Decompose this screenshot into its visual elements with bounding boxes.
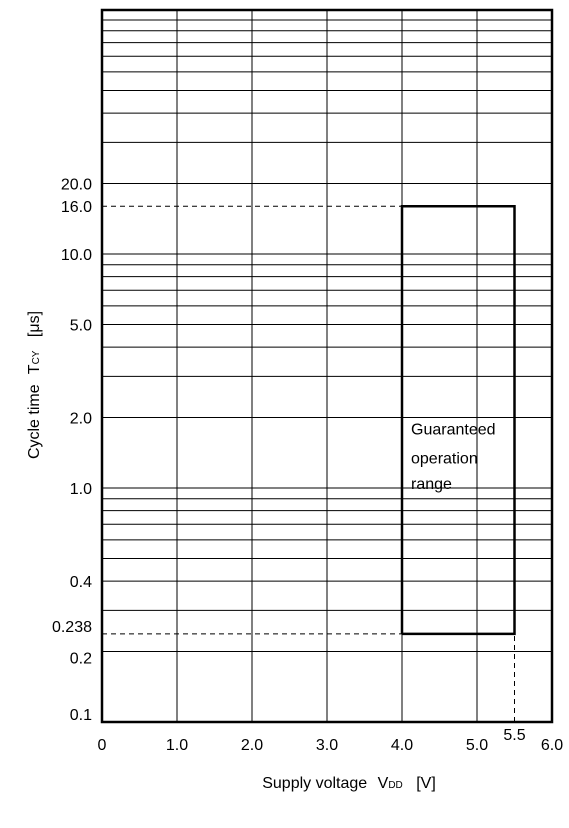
y-axis-label-name: Cycle time	[26, 384, 43, 459]
x-axis-label-unit: [V]	[416, 775, 436, 792]
x-tick-label: 5.5	[503, 727, 525, 744]
range-annotation: Guaranteed	[411, 421, 496, 438]
operation-range-rectangle	[400, 204, 516, 636]
y-tick-label: 2.0	[70, 411, 92, 428]
y-axis-label-unit: [μs]	[26, 311, 43, 337]
y-tick-label: 5.0	[70, 317, 92, 334]
x-tick-label: 3.0	[316, 737, 338, 754]
x-tick-label: 2.0	[241, 737, 263, 754]
x-axis-label-name: Supply voltage	[262, 775, 367, 792]
y-axis-label-symbol: T	[26, 364, 43, 374]
plot-frame	[100, 8, 554, 724]
y-axis-label-subscript: CY	[31, 350, 42, 364]
x-tick-label: 5.0	[466, 737, 488, 754]
y-tick-label: 0.2	[70, 651, 92, 668]
y-tick-label: 16.0	[61, 199, 92, 216]
y-tick-label: 0.1	[70, 707, 92, 724]
grid-layer	[102, 10, 552, 722]
y-tick-label: 0.238	[52, 619, 92, 636]
range-annotation: range	[411, 476, 452, 493]
plot-frame-layer	[100, 8, 554, 724]
x-axis-label: Supply voltage VDD [V]	[262, 775, 436, 792]
y-tick-label: 0.4	[70, 574, 92, 591]
y-axis-label: Cycle time TCY [μs]	[26, 311, 43, 459]
series-layer	[400, 204, 516, 636]
tick-labels: 0 1.0 2.0 3.0 4.0 5.0 5.5 6.0 0.1 0.2 0.238 0.4 1.0 2…	[52, 177, 563, 754]
x-tick-label: 6.0	[541, 737, 563, 754]
annotations: Guaranteed operation range	[411, 421, 496, 493]
y-tick-label: 20.0	[61, 177, 92, 194]
y-tick-label: 1.0	[70, 481, 92, 498]
x-tick-label: 0	[98, 737, 107, 754]
x-tick-label: 1.0	[166, 737, 188, 754]
y-tick-label: 10.0	[61, 247, 92, 264]
x-axis-label-subscript: DD	[388, 780, 402, 791]
range-annotation: operation	[411, 451, 478, 468]
x-axis-label-symbol: V	[378, 775, 389, 792]
x-tick-label: 4.0	[391, 737, 413, 754]
